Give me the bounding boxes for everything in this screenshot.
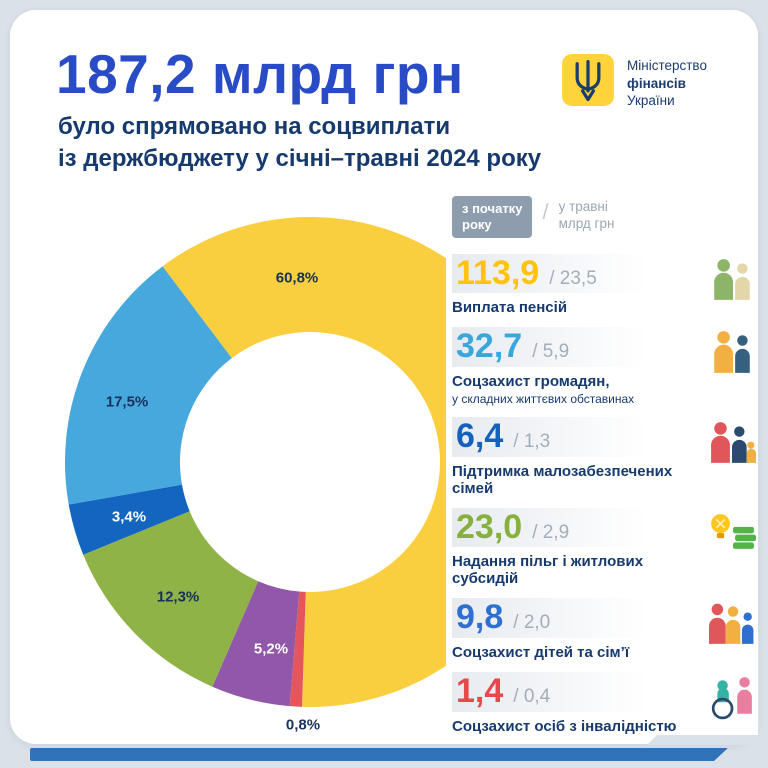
badge-line2: року — [462, 216, 492, 232]
header-separator: / — [542, 199, 549, 224]
bottom-accent-bar — [30, 748, 728, 761]
total-value: 23,0 — [456, 507, 523, 546]
legend-item-disability-support: 1,4 / 0,4 Соцзахист осіб з інвалідністю — [452, 672, 758, 735]
may-value: / 0,4 — [513, 686, 551, 708]
pie-percent-label: 3,4% — [111, 508, 147, 526]
value-bar: 32,7 / 5,9 — [452, 327, 664, 368]
legend-header: з початку року / у травні млрд грн — [452, 196, 758, 238]
pie-percent-label: 12,3% — [156, 588, 200, 606]
trident-icon — [562, 54, 614, 106]
may-value: / 5,9 — [532, 341, 570, 363]
trident-glyph — [575, 59, 601, 102]
pie-segment-1 — [65, 266, 232, 505]
may-value: / 2,9 — [532, 521, 570, 543]
value-bar: 113,9 / 23,5 — [452, 253, 664, 294]
ministry-name-line3: України — [627, 93, 675, 109]
item-label: Підтримка малозабезпечених сімей — [452, 462, 673, 497]
ministry-name: Міністерство фінансів України — [627, 54, 707, 110]
item-sublabel: у складних життєвих обставинах — [452, 392, 635, 407]
low-income-families-icon — [706, 419, 758, 465]
value-bar: 6,4 / 1,3 — [452, 417, 664, 457]
legend-item-children-family: 9,8 / 2,0 Соцзахист дітей та сім’ї — [452, 598, 758, 661]
pie-percent-label: 5,2% — [253, 640, 289, 658]
item-label: Соцзахист дітей та сім’ї — [452, 644, 630, 662]
value-bar: 9,8 / 2,0 — [452, 598, 664, 639]
subtitle-line2: із держбюджету у січні–травні 2024 року — [58, 144, 542, 172]
legend-item-pensions: 113,9 / 23,5 Виплата пенсій — [452, 253, 758, 317]
total-value: 9,8 — [456, 598, 504, 637]
headline-subtitle: було спрямовано на соцвиплати із держбюд… — [58, 111, 541, 174]
item-label: Виплата пенсій — [452, 299, 568, 317]
ministry-name-line2: фінансів — [627, 75, 686, 91]
total-value: 1,4 — [456, 672, 504, 711]
value-bar: 23,0 / 2,9 — [452, 507, 664, 548]
pie-segment-4 — [212, 581, 300, 707]
pensioners-icon — [706, 256, 758, 302]
benefits-subsidies-icon — [706, 510, 758, 556]
ministry-name-line1: Міністерство — [627, 58, 707, 73]
legend-rows: 113,9 / 23,5 Виплата пенсій — [452, 253, 758, 735]
may-value: / 23,5 — [549, 267, 597, 289]
in-may-line2: млрд грн — [558, 215, 615, 231]
in-may-line1: у травні — [558, 199, 608, 214]
pie-segment-2 — [68, 484, 190, 555]
pie-percent-label: 17,5% — [105, 393, 149, 411]
pie-segment-5 — [289, 591, 306, 707]
item-label: Надання пільг і житлових субсидій — [452, 553, 644, 588]
may-value: / 1,3 — [513, 431, 551, 453]
pie-percent-label: 0,8% — [285, 716, 321, 734]
item-label: Соцзахист громадян, — [452, 373, 610, 391]
legend-item-citizens-support: 32,7 / 5,9 Соцзахист громадян, у складни… — [452, 327, 758, 406]
infographic-card: 187,2 млрд грн було спрямовано на соцвип… — [10, 10, 759, 745]
pie-percent-label: 60,8% — [275, 269, 319, 287]
total-value: 113,9 — [456, 253, 540, 292]
since-start-badge: з початку року — [452, 196, 533, 238]
children-family-icon — [706, 600, 758, 646]
may-value: / 2,0 — [513, 612, 551, 634]
item-label: Соцзахист осіб з інвалідністю — [452, 717, 677, 735]
ministry-logo: Міністерство фінансів України — [562, 54, 707, 110]
headline-amount: 187,2 млрд грн — [56, 43, 464, 105]
disability-support-icon — [706, 674, 758, 720]
value-bar: 1,4 / 0,4 — [452, 672, 664, 712]
in-may-caption: у травні млрд грн — [559, 199, 615, 233]
total-value: 32,7 — [456, 327, 523, 366]
total-value: 6,4 — [456, 417, 504, 456]
legend-item-benefits-subsidies: 23,0 / 2,9 Надання пільг і житлових субс… — [452, 507, 758, 588]
subtitle-line1: було спрямовано на соцвиплати — [58, 113, 451, 140]
citizens-support-icon — [706, 329, 758, 375]
legend-item-low-income-families: 6,4 / 1,3 Підтримка малозабезпечених сім… — [452, 417, 758, 497]
legend-panel: з початку року / у травні млрд грн 113,9… — [446, 192, 758, 735]
pie-segment-3 — [83, 511, 259, 687]
badge-line1: з початку — [462, 201, 523, 216]
